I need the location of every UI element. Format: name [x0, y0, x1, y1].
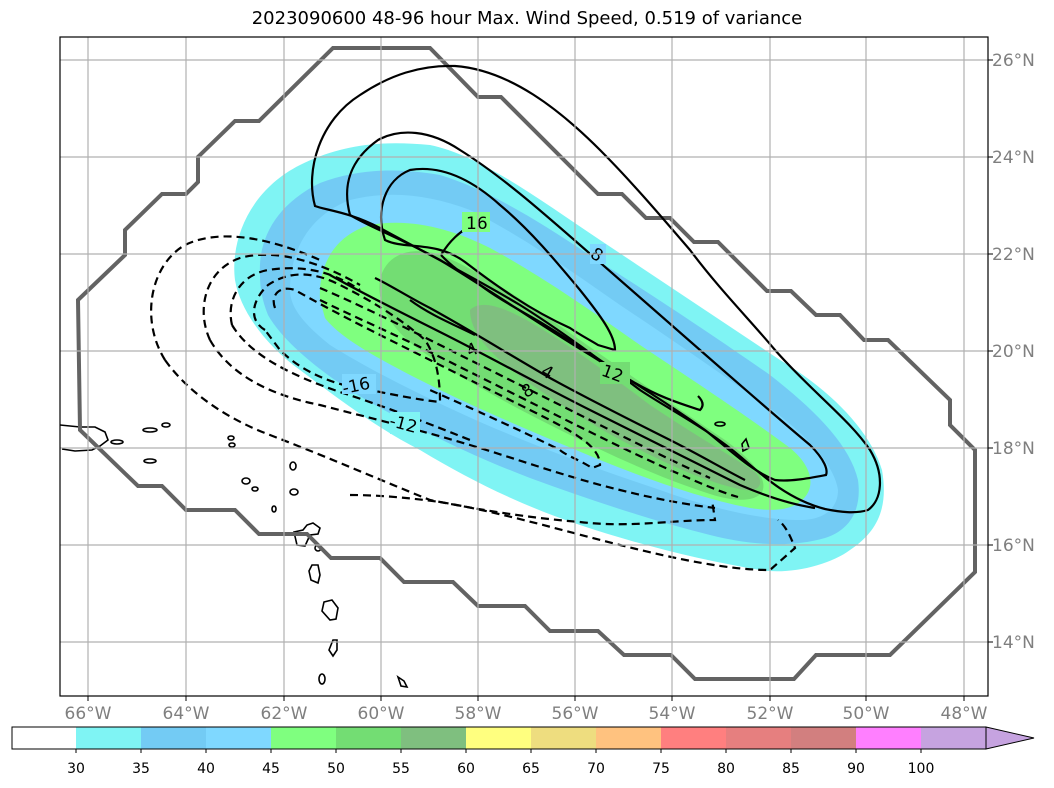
contour-16: [380, 167, 617, 352]
lon-label: 52°W: [747, 704, 794, 724]
colorbar-segment: [726, 727, 791, 749]
colorbar-extension: [985, 726, 1035, 750]
forecast-cone: [75, 46, 977, 681]
contour-4: [374, 277, 746, 481]
colorbar-tick-label: 45: [262, 761, 280, 777]
colorbar-tick-label: 100: [908, 761, 935, 777]
coast-st-lucia: [328, 639, 338, 658]
lat-label: 26°N: [992, 51, 1035, 71]
lon-label: 56°W: [552, 704, 599, 724]
coast-island: [289, 488, 299, 496]
lon-label: 58°W: [455, 704, 502, 724]
colorbar: 30 35 40 45 50 55 60 65 70 75 80 85 90 100: [11, 726, 1035, 777]
colorbar-outline: [11, 726, 986, 750]
contour-neg-4: [319, 286, 711, 480]
colorbar-tick-label: 90: [847, 761, 865, 777]
coast-island: [110, 439, 124, 445]
coast-island: [161, 422, 171, 428]
colorbar-segment: [791, 727, 856, 749]
coastlines: [60, 421, 750, 689]
contour-neg-dash-f: [231, 324, 471, 442]
contour-neg-dash-e: [209, 339, 716, 510]
coast-island: [289, 461, 297, 471]
lat-label: 20°N: [992, 342, 1035, 362]
coast-island: [271, 505, 277, 513]
colorbar-tick-label: 55: [392, 761, 410, 777]
colorbar-segment: [141, 727, 206, 749]
lon-label: 48°W: [941, 704, 988, 724]
lat-label: 14°N: [992, 633, 1035, 653]
colorbar-segment: [661, 727, 726, 749]
wind-speed-fill: [234, 143, 884, 572]
colorbar-segment: [531, 727, 596, 749]
colorbar-tick-label: 75: [652, 761, 670, 777]
contour-neg-8: [319, 299, 739, 499]
colorbar-tick-label: 50: [327, 761, 345, 777]
lat-label: 18°N: [992, 439, 1035, 459]
colorbar-segment: [206, 727, 271, 749]
contour-neg-dash-c: [150, 235, 321, 361]
map-frame: [59, 36, 989, 697]
coast-island: [142, 427, 158, 433]
longitude-labels: 66°W 64°W 62°W 60°W 58°W 56°W 54°W 52°W …: [65, 704, 988, 724]
contour-0: [329, 274, 816, 510]
coast-island: [227, 435, 235, 441]
lon-label: 62°W: [261, 704, 308, 724]
lon-label: 60°W: [358, 704, 405, 724]
colorbar-segment: [401, 727, 466, 749]
coast-barbados: [396, 675, 409, 689]
colorbar-tick-label: 70: [587, 761, 605, 777]
colorbar-tick-label: 40: [197, 761, 215, 777]
coast-island: [318, 673, 326, 685]
colorbar-tick-label: 80: [717, 761, 735, 777]
colorbar-segment: [921, 727, 986, 749]
map-title: 2023090600 48-96 hour Max. Wind Speed, 0…: [251, 8, 803, 29]
colorbar-segment: [596, 727, 661, 749]
gridlines: [60, 37, 988, 696]
colorbar-tick-label: 85: [782, 761, 800, 777]
lat-label: 16°N: [992, 536, 1035, 556]
colorbar-segment: [466, 727, 531, 749]
colorbar-segment: [271, 727, 336, 749]
colorbar-tick-label: 30: [67, 761, 85, 777]
colorbar-segment: [12, 727, 76, 749]
colorbar-tick-label: 65: [522, 761, 540, 777]
colorbar-segment: [336, 727, 401, 749]
coast-island: [143, 458, 157, 464]
latitude-labels: 26°N 24°N 22°N 20°N 18°N 16°N 14°N: [992, 51, 1035, 653]
coast-island: [714, 421, 726, 427]
contour-neg-dash-b: [202, 253, 361, 341]
coast-puerto-rico: [60, 424, 109, 452]
lon-label: 66°W: [65, 704, 112, 724]
colorbar-tick-label: 60: [457, 761, 475, 777]
colorbar-tick-label: 35: [132, 761, 150, 777]
lon-label: 54°W: [649, 704, 696, 724]
coast-dominica: [308, 564, 321, 585]
lon-label: 50°W: [843, 704, 890, 724]
contours: [150, 64, 882, 572]
lon-label: 64°W: [163, 704, 210, 724]
lat-label: 22°N: [992, 245, 1035, 265]
lat-label: 24°N: [992, 148, 1035, 168]
colorbar-segment: [856, 727, 921, 749]
contour-12: [346, 131, 828, 482]
coast-island: [228, 442, 236, 448]
cone-outline: [75, 46, 977, 681]
contour-8-outer: [310, 64, 882, 514]
coast-island: [241, 477, 251, 485]
tick-marks: [87, 59, 993, 701]
coast-island: [251, 486, 259, 492]
contour-label: 16: [466, 214, 488, 234]
coast-martinique: [321, 599, 339, 621]
colorbar-segment: [76, 727, 141, 749]
